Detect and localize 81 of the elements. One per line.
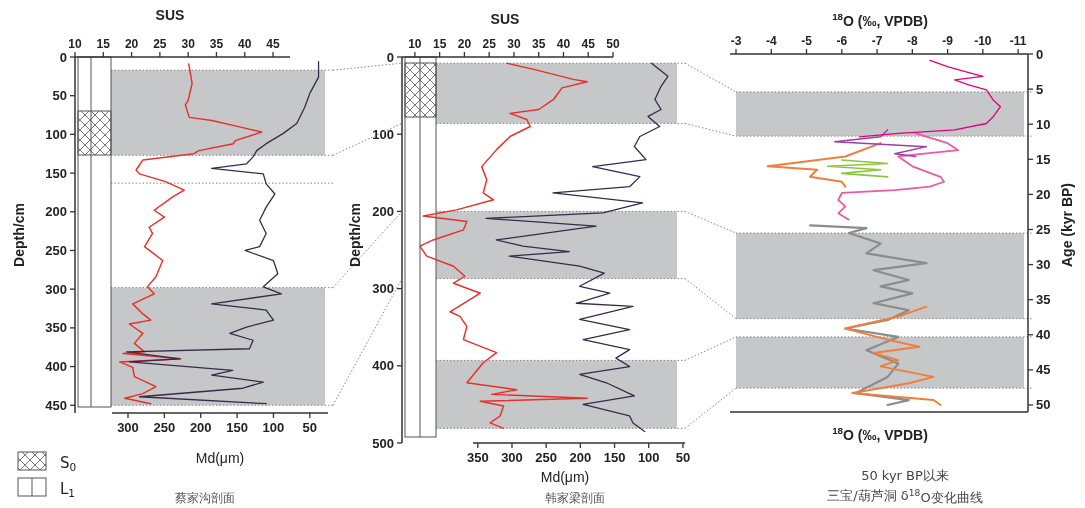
y-tick-label: 40 xyxy=(1036,327,1051,343)
x2-axis-title: SUS xyxy=(490,11,520,27)
x2-tick-label: 30 xyxy=(181,37,196,51)
y-tick-label: 150 xyxy=(45,165,67,181)
x2-tick-label: 30 xyxy=(507,37,521,51)
y-tick-label: 400 xyxy=(45,359,67,375)
x2-tick-label: -3 xyxy=(730,34,742,48)
x2-tick-label: 20 xyxy=(124,37,139,51)
x-axis-title: $^{18}$O (‰, VPDB) xyxy=(832,424,928,443)
x-tick-label: 300 xyxy=(117,420,139,435)
x-tick-label: 200 xyxy=(569,450,592,465)
x-axis-title: Md(μm) xyxy=(540,469,590,485)
y-tick-label: 450 xyxy=(45,397,67,413)
x2-tick-label: 15 xyxy=(96,37,111,51)
x2-tick-label: 35 xyxy=(209,37,224,51)
y-tick-label: 300 xyxy=(45,281,67,297)
x2-tick-label: -10 xyxy=(974,34,992,48)
y-tick-label: 25 xyxy=(1036,221,1051,237)
text: 韩家梁剖面 xyxy=(545,491,605,505)
y-tick-label: 0 xyxy=(386,49,394,65)
x2-tick-label: 25 xyxy=(482,37,497,51)
y-tick-label: 500 xyxy=(372,435,394,451)
y-tick-label: 250 xyxy=(45,242,67,258)
x-tick-label: 250 xyxy=(535,450,558,465)
y-tick-label: 35 xyxy=(1036,292,1051,308)
text: L$_{1}$ xyxy=(60,480,76,500)
y-tick-label: 50 xyxy=(1036,397,1051,413)
x-tick-label: 300 xyxy=(501,450,523,465)
text: 三宝/葫芦洞 δ$^{18}$O变化曲线 xyxy=(827,487,983,505)
x2-tick-label: 20 xyxy=(457,37,472,51)
x2-tick-label: -11 xyxy=(1009,34,1027,48)
x2-tick-label: -7 xyxy=(871,34,883,48)
y-axis-title: Depth/cm xyxy=(11,203,27,267)
x-tick-label: 150 xyxy=(226,420,248,435)
x2-tick-label: -9 xyxy=(942,34,954,48)
y-tick-label: 0 xyxy=(59,49,67,65)
text: S$_{0}$ xyxy=(60,454,77,474)
x2-tick-label: 10 xyxy=(68,37,82,51)
x-tick-label: 200 xyxy=(189,420,212,435)
x2-tick-label: 15 xyxy=(432,37,447,51)
x2-axis-title: SUS xyxy=(155,7,185,23)
x2-tick-label: -4 xyxy=(765,34,777,48)
y-tick-label: 15 xyxy=(1036,151,1051,167)
x-tick-label: 50 xyxy=(675,450,691,465)
x-tick-label: 100 xyxy=(637,450,660,465)
y-tick-label: 0 xyxy=(1036,46,1044,62)
x2-axis-title: $^{18}$O (‰, VPDB) xyxy=(832,10,928,29)
y-tick-label: 200 xyxy=(372,203,394,219)
x2-tick-label: 45 xyxy=(266,37,281,51)
x2-tick-label: 45 xyxy=(581,37,596,51)
y-tick-label: 30 xyxy=(1036,257,1051,273)
y-tick-label: 300 xyxy=(372,281,394,297)
x2-tick-label: -5 xyxy=(801,34,813,48)
x-tick-label: 250 xyxy=(153,420,176,435)
text: 50 kyr BP以来 xyxy=(861,468,949,483)
y-tick-label: 45 xyxy=(1036,362,1051,378)
x-tick-label: 350 xyxy=(466,450,489,465)
x2-tick-label: -6 xyxy=(836,34,848,48)
text: 蔡家沟剖面 xyxy=(175,491,235,505)
x2-tick-label: 25 xyxy=(153,37,167,51)
x2-tick-label: 35 xyxy=(532,37,546,51)
x-axis-title: Md(μm) xyxy=(195,450,245,466)
x-tick-label: 150 xyxy=(603,450,626,465)
x2-tick-label: -8 xyxy=(906,34,918,48)
y-tick-label: 200 xyxy=(45,204,67,220)
x-tick-label: 100 xyxy=(262,420,285,435)
x2-tick-label: 50 xyxy=(606,37,620,51)
x2-tick-label: 10 xyxy=(408,37,422,51)
y-axis-title: Age (kyr BP) xyxy=(1059,182,1075,268)
x-tick-label: 50 xyxy=(302,420,318,435)
y-tick-label: 400 xyxy=(372,358,394,374)
y-tick-label: 100 xyxy=(372,126,394,142)
x2-tick-label: 40 xyxy=(238,37,252,51)
y-tick-label: 5 xyxy=(1036,81,1044,97)
y-tick-label: 10 xyxy=(1036,116,1051,132)
y-tick-label: 100 xyxy=(45,126,67,142)
y-tick-label: 20 xyxy=(1036,186,1051,202)
x2-tick-label: 40 xyxy=(556,37,571,51)
y-tick-label: 50 xyxy=(52,88,67,104)
y-tick-label: 350 xyxy=(45,320,67,336)
y-axis-title: Depth/cm xyxy=(347,203,363,267)
